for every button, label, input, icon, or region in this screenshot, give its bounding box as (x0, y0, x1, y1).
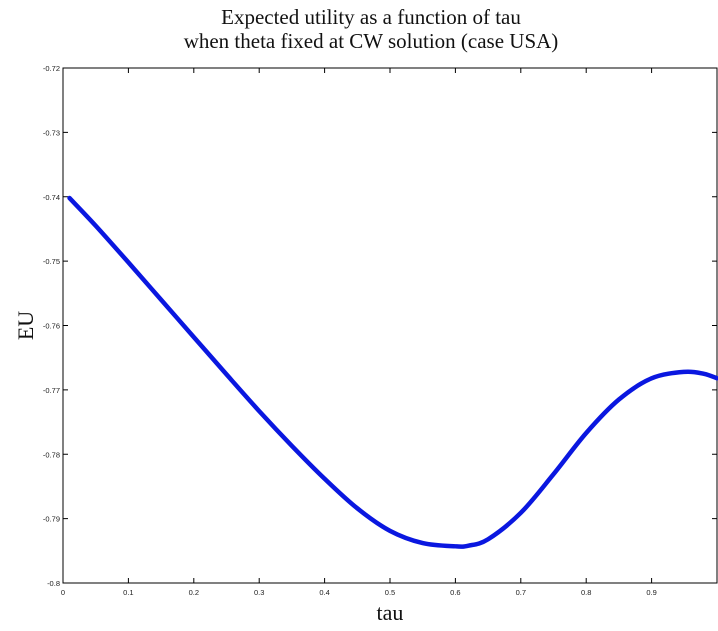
x-tick-label: 0.8 (581, 588, 591, 597)
x-tick-label: 0.4 (319, 588, 329, 597)
x-tick-label: 0.7 (516, 588, 526, 597)
x-tick-label: 0 (61, 588, 65, 597)
series-group (67, 195, 718, 549)
y-tick-label: -0.75 (43, 257, 60, 266)
tick-group: 0 0.1 0.2 0.3 0.4 0.5 0.6 0.7 0.8 0.9 -0.72 -0.73 -0… (43, 64, 717, 597)
plot-frame (62, 67, 718, 584)
series-line-0 (67, 195, 718, 549)
y-tick-label: -0.8 (47, 579, 60, 588)
y-tick-label: -0.74 (43, 193, 60, 202)
x-tick-label: 0.1 (123, 588, 133, 597)
chart-subtitle: when theta fixed at CW solution (case US… (183, 29, 559, 53)
chart-title: Expected utility as a function of tau (221, 5, 521, 29)
y-tick-label: -0.78 (43, 450, 60, 459)
x-axis-label: tau (377, 600, 404, 625)
x-tick-label: 0.5 (385, 588, 395, 597)
y-tick-label: -0.77 (43, 386, 60, 395)
x-tick-label: 0.2 (189, 588, 199, 597)
y-tick-label: -0.76 (43, 322, 60, 331)
y-tick-label: -0.72 (43, 64, 60, 73)
y-axis-label: EU (13, 311, 38, 340)
x-tick-label: 0.6 (450, 588, 460, 597)
y-tick-label: -0.73 (43, 128, 60, 137)
x-tick-label: 0.3 (254, 588, 264, 597)
x-tick-label: 0.9 (646, 588, 656, 597)
y-tick-label: -0.79 (43, 515, 60, 524)
